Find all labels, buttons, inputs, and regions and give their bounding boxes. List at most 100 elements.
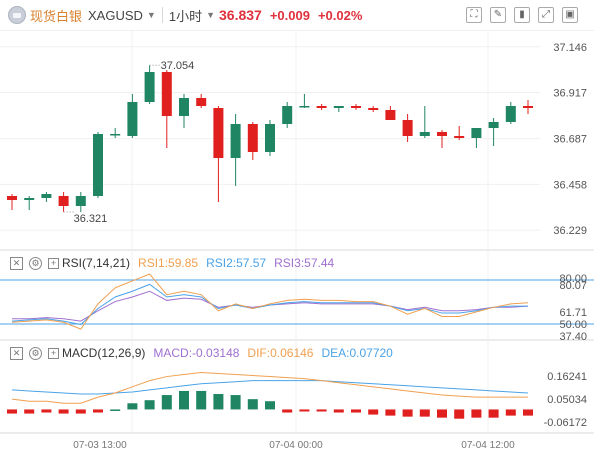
last-price: 36.837 bbox=[219, 7, 262, 23]
asset-name[interactable]: 现货白银 bbox=[30, 8, 83, 24]
rsi2-line bbox=[11, 283, 528, 326]
candle-body bbox=[437, 132, 447, 136]
macd-histogram-bar bbox=[213, 394, 224, 410]
candle-body bbox=[7, 196, 17, 200]
candle-body bbox=[385, 110, 396, 120]
macd-histogram-bar bbox=[282, 409, 293, 413]
indicator-icon[interactable]: ⛶ bbox=[466, 7, 482, 23]
macd-histogram-bar bbox=[316, 409, 327, 412]
chevron-down-icon[interactable]: ▼ bbox=[146, 10, 156, 20]
candle-body bbox=[523, 106, 533, 108]
candle-body bbox=[41, 194, 52, 198]
rsi-legend: ✕ ⚙ + RSI(7,14,21) RSI1:59.85 RSI2:57.57… bbox=[10, 256, 334, 270]
candle-body bbox=[282, 106, 293, 124]
candle-body bbox=[316, 106, 327, 108]
hide-icon[interactable]: ✕ bbox=[10, 256, 23, 270]
dif-value: DIF:0.06146 bbox=[247, 346, 314, 360]
macd-histogram-bar bbox=[523, 409, 533, 416]
symbol-label[interactable]: XAGUSD bbox=[88, 7, 143, 23]
period-selector[interactable]: 1小时 bbox=[168, 8, 203, 24]
candle-body bbox=[368, 108, 379, 110]
macd-histogram-bar bbox=[7, 409, 17, 414]
macd-tick-label: 0.16241 bbox=[547, 371, 587, 383]
time-label: 07-03 13:00 bbox=[73, 440, 127, 451]
macd-histogram-bar bbox=[24, 409, 35, 414]
macd-histogram-bar bbox=[247, 399, 258, 410]
candle-body bbox=[213, 108, 224, 158]
candle-body bbox=[471, 128, 482, 138]
candle-body bbox=[179, 98, 189, 116]
price-tick-label: 36.458 bbox=[553, 179, 587, 191]
dif-line bbox=[11, 371, 528, 404]
rsi-title: RSI(7,14,21) bbox=[62, 256, 131, 270]
macd-histogram-bar bbox=[265, 401, 275, 410]
rsi1-value: RSI1:59.85 bbox=[138, 256, 199, 270]
macd-histogram-bar bbox=[351, 409, 361, 413]
plus-icon[interactable]: + bbox=[48, 257, 59, 269]
time-label: 07-04 00:00 bbox=[269, 440, 323, 451]
rsi3-value: RSI3:57.44 bbox=[274, 256, 335, 270]
candle-body bbox=[93, 134, 103, 196]
candle-body bbox=[454, 136, 465, 138]
macd-histogram-bar bbox=[144, 400, 155, 410]
rsi2-value: RSI2:57.57 bbox=[206, 256, 267, 270]
candle-body bbox=[230, 124, 241, 158]
macd-histogram-bar bbox=[437, 409, 447, 418]
macd-histogram-bar bbox=[333, 409, 344, 413]
price-tick-label: 36.687 bbox=[553, 134, 587, 146]
macd-histogram-bar bbox=[75, 409, 86, 414]
rsi-tick-label: 37.40 bbox=[559, 331, 587, 343]
rsi-tick-label: 80.07 bbox=[559, 280, 587, 292]
dea-line bbox=[11, 380, 529, 395]
macd-histogram-bar bbox=[179, 390, 189, 410]
candle-body bbox=[161, 72, 172, 116]
silver-coin-icon bbox=[8, 6, 26, 24]
macd-histogram-bar bbox=[368, 409, 379, 415]
candle-body bbox=[58, 196, 69, 206]
time-label: 07-04 12:00 bbox=[461, 440, 515, 451]
macd-histogram-bar bbox=[488, 409, 499, 418]
macd-histogram-bar bbox=[402, 409, 413, 417]
candle-body bbox=[24, 198, 35, 200]
candle-body bbox=[127, 102, 138, 136]
plus-icon[interactable]: + bbox=[48, 347, 59, 359]
gear-icon[interactable]: ⚙ bbox=[29, 346, 42, 360]
candle-body bbox=[351, 106, 361, 108]
candle-type-icon[interactable]: ▮ bbox=[514, 7, 530, 23]
macd-histogram-bar bbox=[58, 409, 69, 414]
macd-histogram-bar bbox=[93, 409, 103, 413]
macd-histogram-bar bbox=[41, 409, 52, 413]
expand-icon[interactable]: ⤢ bbox=[538, 7, 554, 23]
high-annotation: 37.054 bbox=[161, 60, 195, 72]
price-tick-label: 37.146 bbox=[553, 42, 587, 54]
macd-histogram-bar bbox=[299, 409, 310, 412]
macd-histogram-bar bbox=[454, 409, 465, 419]
price-change: +0.009 bbox=[269, 7, 310, 23]
rsi1-line bbox=[11, 273, 529, 330]
candle-body bbox=[75, 196, 86, 206]
gear-icon[interactable]: ⚙ bbox=[29, 256, 42, 270]
macd-histogram-bar bbox=[196, 390, 207, 410]
candle-body bbox=[505, 106, 516, 122]
candle-body bbox=[333, 106, 344, 108]
chart-toolbar: 现货白银 XAGUSD ▼ 1小时 ▼ 36.837 +0.009 +0.02%… bbox=[0, 0, 594, 30]
price-chart[interactable]: 37.146 36.917 36.687 36.458 36.229 37.054 36.… bbox=[0, 30, 594, 460]
macd-histogram-bar bbox=[161, 395, 172, 410]
macd-histogram-bar bbox=[110, 409, 121, 411]
macd-tick-label: 0.05034 bbox=[547, 394, 587, 406]
candle-body bbox=[196, 98, 207, 106]
draw-icon[interactable]: ✎ bbox=[490, 7, 506, 23]
price-tick-label: 36.917 bbox=[553, 88, 587, 100]
settings-icon[interactable]: ▣ bbox=[562, 7, 578, 23]
candle-body bbox=[488, 122, 499, 128]
candle-body bbox=[299, 106, 310, 108]
price-tick-label: 36.229 bbox=[553, 225, 587, 237]
macd-histogram-bar bbox=[471, 409, 482, 418]
chevron-down-icon[interactable]: ▼ bbox=[206, 10, 215, 20]
candle-body bbox=[402, 120, 413, 136]
candle-body bbox=[110, 134, 121, 136]
hide-icon[interactable]: ✕ bbox=[10, 346, 23, 360]
candle-body bbox=[144, 72, 155, 102]
macd-histogram-bar bbox=[385, 409, 396, 416]
macd-tick-label: -0.06172 bbox=[544, 417, 587, 429]
